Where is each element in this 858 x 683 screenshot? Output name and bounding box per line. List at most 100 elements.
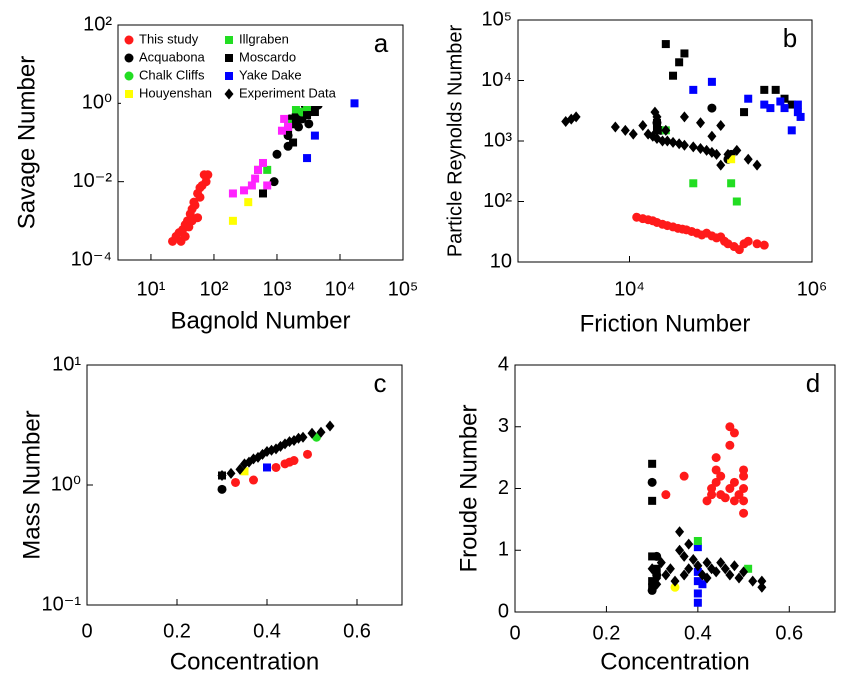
point xyxy=(743,236,753,246)
y-tick-label: 10⁵ xyxy=(481,8,512,30)
point xyxy=(716,471,726,481)
point xyxy=(711,477,721,487)
point xyxy=(716,120,726,132)
point xyxy=(729,477,739,487)
point xyxy=(787,100,796,109)
point xyxy=(263,165,272,174)
point xyxy=(652,118,661,127)
point xyxy=(732,144,742,156)
point xyxy=(727,179,736,188)
legend-box xyxy=(121,28,326,106)
point xyxy=(693,598,702,607)
legend-marker xyxy=(125,90,133,98)
x-tick-label: 0.2 xyxy=(163,620,191,642)
point xyxy=(190,200,200,210)
point xyxy=(725,569,735,581)
legend-label: Yake Dake xyxy=(239,67,302,82)
y-tick-label: 10² xyxy=(483,190,512,212)
point xyxy=(743,153,753,165)
point xyxy=(725,484,735,493)
plot-frame xyxy=(514,364,836,613)
point xyxy=(780,104,789,113)
point xyxy=(707,130,717,142)
point xyxy=(647,477,657,487)
y-axis-label: Savage Number xyxy=(13,56,40,229)
point xyxy=(675,58,684,67)
point xyxy=(739,484,749,493)
point xyxy=(656,557,666,569)
y-tick-label: 0 xyxy=(498,600,509,622)
point xyxy=(693,589,702,598)
point xyxy=(277,126,286,135)
point xyxy=(251,174,260,183)
point xyxy=(203,170,213,180)
point xyxy=(707,77,716,86)
point xyxy=(757,575,767,587)
legend-marker xyxy=(124,53,134,63)
point xyxy=(628,128,638,140)
x-axis-label: Concentration xyxy=(600,648,749,675)
point xyxy=(652,572,662,584)
point xyxy=(310,131,319,140)
x-axis-label: Bagnold Number xyxy=(170,307,350,334)
point xyxy=(670,582,680,592)
point xyxy=(734,490,744,500)
point xyxy=(226,467,236,479)
point xyxy=(693,567,702,576)
point xyxy=(739,471,749,481)
point xyxy=(739,508,749,518)
legend-marker xyxy=(224,88,234,100)
y-tick-label: 10⁻⁴ xyxy=(71,248,112,270)
x-tick-label: 0 xyxy=(509,622,520,644)
y-tick-label: 10⁻¹ xyxy=(42,593,82,615)
point xyxy=(661,40,670,49)
point xyxy=(285,457,294,467)
point xyxy=(280,114,289,123)
point xyxy=(760,100,769,109)
x-tick-label: 10² xyxy=(200,278,229,300)
point xyxy=(679,550,689,562)
point xyxy=(744,564,753,573)
point xyxy=(757,581,767,593)
point xyxy=(228,216,237,225)
point xyxy=(776,97,785,106)
point xyxy=(652,111,662,123)
x-tick-label: 0.4 xyxy=(253,620,281,642)
point xyxy=(217,469,227,481)
y-tick-label: 1 xyxy=(498,539,509,561)
point xyxy=(193,213,203,223)
point xyxy=(759,240,769,250)
point xyxy=(652,578,662,590)
point xyxy=(693,543,702,552)
point xyxy=(249,475,258,485)
y-tick-label: 2 xyxy=(498,477,509,499)
point xyxy=(679,111,689,123)
panel-label: a xyxy=(374,28,389,58)
x-tick-label: 0 xyxy=(81,620,92,642)
point xyxy=(760,85,769,94)
point xyxy=(688,554,698,566)
point xyxy=(648,577,657,586)
point xyxy=(723,148,733,160)
point xyxy=(734,572,744,584)
point xyxy=(725,422,735,432)
point xyxy=(350,99,359,108)
y-tick-label: 10⁴ xyxy=(481,69,512,91)
point xyxy=(675,526,685,538)
y-tick-label: 10² xyxy=(83,13,112,35)
point xyxy=(620,124,630,136)
point xyxy=(263,181,272,190)
point xyxy=(725,440,735,450)
point xyxy=(303,111,312,120)
x-tick-label: 0.4 xyxy=(684,622,712,644)
point xyxy=(289,138,298,147)
point xyxy=(228,189,237,198)
point xyxy=(716,159,726,171)
point xyxy=(688,141,698,153)
legend-label: Houyenshan xyxy=(139,85,212,100)
point xyxy=(284,122,293,131)
point xyxy=(780,94,789,103)
point xyxy=(240,467,249,476)
point xyxy=(661,569,671,581)
point xyxy=(652,126,661,135)
